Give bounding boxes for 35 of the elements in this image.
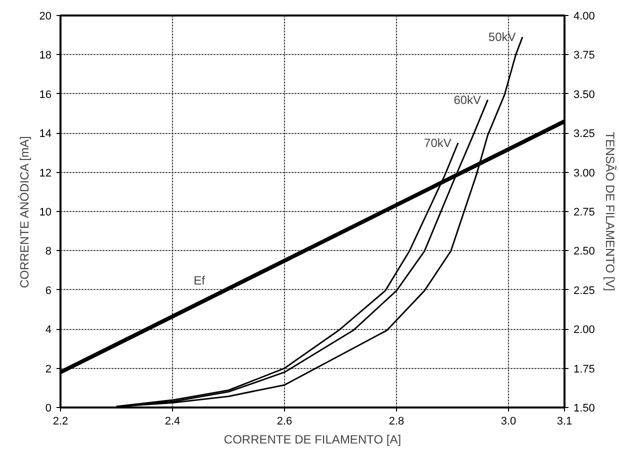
x-tick-label: 3.0 bbox=[500, 416, 516, 428]
y2-axis-title: TENSÃO DE FILAMENTO [V] bbox=[602, 132, 617, 292]
series-label: 70kV bbox=[424, 136, 452, 150]
y-tick-label: 16 bbox=[39, 88, 52, 101]
y-tick-label: 12 bbox=[39, 167, 52, 180]
y-tick-label: 0 bbox=[45, 402, 52, 414]
y-tick-label: 2 bbox=[45, 363, 52, 376]
x-axis-title: CORRENTE DE FILAMENTO [A] bbox=[224, 432, 402, 446]
y2-tick-label: 1.50 bbox=[574, 402, 595, 414]
x-tick-label: 2.2 bbox=[52, 416, 68, 428]
y2-tick-label: 3.75 bbox=[574, 50, 595, 62]
series-label: Ef bbox=[194, 274, 206, 288]
y2-tick-label: 3.50 bbox=[574, 88, 595, 101]
y-tick-label: 8 bbox=[45, 246, 52, 258]
x-tick-label: 3.1 bbox=[556, 416, 572, 428]
x-tick-label: 2.6 bbox=[276, 416, 292, 428]
y2-tick-label: 1.75 bbox=[574, 363, 595, 376]
y-tick-label: 6 bbox=[45, 284, 52, 297]
y2-tick-label: 3.25 bbox=[574, 128, 595, 140]
y2-tick-label: 3.00 bbox=[574, 167, 595, 180]
y-axis-title: CORRENTE ANÓDICA [mA] bbox=[17, 136, 32, 288]
series-label: 60kV bbox=[454, 92, 482, 107]
series-label: 50kV bbox=[488, 30, 516, 44]
x-tick-label: 2.4 bbox=[164, 416, 180, 428]
x-tick-label: 2.8 bbox=[388, 416, 404, 428]
y2-tick-label: 4.00 bbox=[574, 10, 595, 22]
y-tick-label: 18 bbox=[39, 50, 52, 62]
y2-tick-label: 2.75 bbox=[574, 206, 595, 218]
y-tick-label: 20 bbox=[39, 10, 52, 22]
y-tick-label: 14 bbox=[39, 128, 52, 140]
y2-tick-label: 2.50 bbox=[574, 246, 595, 258]
y-tick-label: 4 bbox=[45, 324, 52, 336]
y-tick-label: 10 bbox=[39, 206, 52, 218]
y2-tick-label: 2.25 bbox=[574, 284, 595, 297]
y2-tick-label: 2.00 bbox=[574, 324, 595, 336]
